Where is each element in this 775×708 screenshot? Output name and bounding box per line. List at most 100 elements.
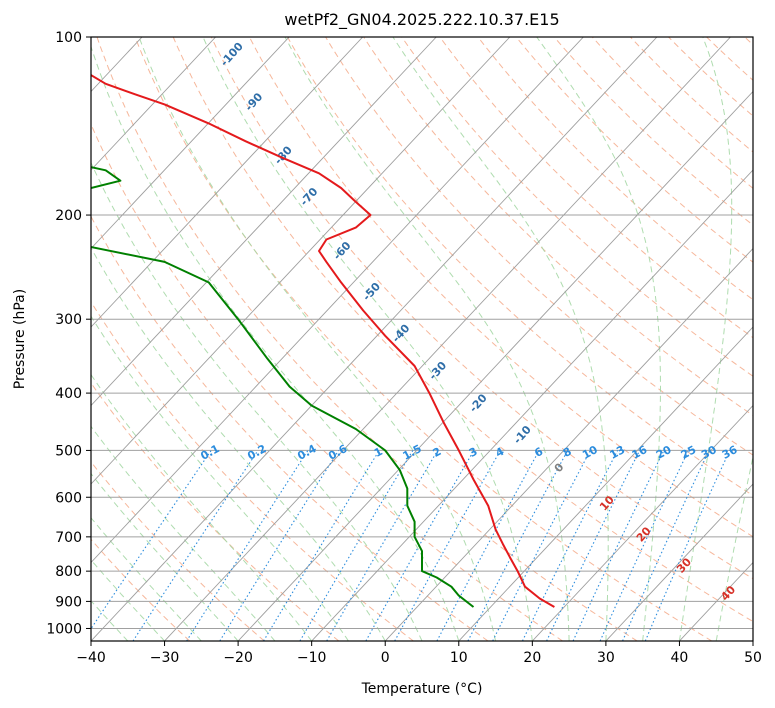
grid-layer [91, 37, 753, 641]
chart-title: wetPf2_GN04.2025.222.10.37.E15 [284, 10, 559, 30]
mixing-ratio-line [599, 450, 690, 641]
dry-adiabat [515, 37, 753, 263]
mixing-ratio-label: 8 [561, 445, 574, 460]
mixing-ratio-label: 0.6 [326, 442, 350, 463]
dry-adiabat-label: -30 [426, 359, 449, 383]
isotherm [679, 561, 753, 641]
axes: −40 −30 −20 −10 0 10 20 30 40 5010020030040050060… [46, 30, 762, 666]
moist-adiabat [284, 37, 570, 641]
mixing-ratio-line [186, 450, 309, 641]
x-tick-label: −30 [150, 650, 180, 666]
y-tick-label: 400 [55, 386, 82, 402]
dry-adiabat [477, 37, 753, 301]
isotherm [237, 90, 753, 641]
dry-adiabat-label: -20 [467, 391, 490, 415]
dry-adiabat [134, 37, 713, 641]
mixing-ratio-label: 1.5 [401, 442, 424, 463]
mixing-ratio-line [622, 450, 710, 641]
y-tick-label: 500 [55, 443, 82, 459]
mixing-ratio-line [91, 450, 212, 630]
dry-adiabat [96, 37, 638, 641]
moist-adiabat [392, 37, 609, 641]
dry-adiabat-label: -70 [298, 185, 321, 209]
y-tick-label: 100 [55, 30, 82, 46]
isotherm [605, 483, 753, 641]
mixing-ratio-label: 30 [699, 443, 719, 462]
moist-adiabat [91, 516, 202, 641]
dry-adiabat [287, 37, 753, 497]
dry-adiabat [210, 37, 753, 580]
mixing-ratio-line [521, 450, 619, 641]
y-axis-title: Pressure (hPa) [12, 289, 28, 389]
dry-adiabat-label: -10 [511, 423, 534, 447]
dry-adiabat-label: 0 [552, 460, 567, 475]
y-tick-label: 600 [55, 490, 82, 506]
mixing-ratio-label: 20 [654, 443, 674, 462]
x-tick-label: 0 [381, 650, 390, 666]
mixing-ratio-label: 1 [372, 445, 385, 460]
dry-adiabat [172, 37, 753, 623]
mixing-ratio-label: 13 [608, 443, 628, 462]
mixing-ratio-line [572, 450, 665, 641]
mixing-ratio-line [492, 450, 591, 641]
mixing-ratio-line [436, 450, 540, 641]
isotherm [91, 37, 511, 485]
isotherm [532, 404, 753, 641]
dry-adiabat [553, 37, 753, 226]
dry-adiabat-label: -60 [331, 239, 354, 263]
mixing-ratio-label: 10 [580, 443, 600, 462]
isotherm [458, 326, 753, 641]
mixing-ratio-line [263, 450, 380, 641]
dry-adiabat [668, 37, 753, 117]
dry-adiabat-label: -90 [242, 90, 265, 114]
mixing-ratio-line [365, 450, 475, 641]
dry-adiabat-label: 40 [718, 583, 738, 603]
moist-adiabat [202, 37, 533, 641]
y-tick-label: 900 [55, 594, 82, 610]
mixing-ratio-label: 0.2 [245, 442, 268, 463]
mixing-ratio-label: 0.1 [198, 442, 221, 463]
moist-adiabat [678, 37, 733, 641]
x-tick-label: 20 [523, 650, 541, 666]
y-tick-label: 800 [55, 564, 82, 580]
x-tick-label: −40 [76, 650, 106, 666]
dry-adiabat [401, 37, 753, 377]
mixing-ratio-line [219, 450, 340, 641]
mixing-ratio-line [644, 450, 731, 641]
x-tick-label: 30 [597, 650, 615, 666]
temperature-profile [91, 73, 555, 608]
x-tick-label: −20 [223, 650, 253, 666]
mixing-ratio-line [394, 450, 501, 641]
x-tick-label: 40 [671, 650, 689, 666]
isotherm [311, 169, 753, 641]
isotherm [91, 37, 216, 171]
isotherm [384, 247, 753, 641]
moist-adiabat [91, 45, 460, 641]
x-tick-label: 50 [744, 650, 762, 666]
y-tick-label: 700 [55, 530, 82, 546]
mixing-ratio-label: 4 [493, 445, 506, 460]
isotherm [91, 37, 437, 407]
moist-adiabat [536, 37, 661, 641]
isotherm [91, 37, 584, 564]
dry-adiabat [91, 123, 563, 641]
dry-adiabat [706, 37, 753, 81]
dry-adiabat-label: -100 [218, 40, 246, 69]
mixing-ratio-label: 0.4 [295, 442, 319, 463]
moist-adiabat [91, 246, 386, 641]
mixing-ratio-label: 36 [720, 443, 740, 462]
dewpoint-profile [91, 166, 475, 608]
isotherm [164, 37, 731, 641]
moist-adiabat [91, 425, 276, 641]
x-tick-label: −10 [297, 650, 327, 666]
isotherm [91, 37, 364, 328]
dry-adiabat [91, 538, 191, 641]
isotherm [752, 640, 753, 641]
dry-adiabat-label: 10 [597, 493, 617, 513]
isotherm [91, 37, 658, 641]
mixing-ratio-label: 16 [630, 443, 650, 462]
mixing-ratio-label: 6 [532, 445, 545, 460]
mixing-ratio-label: 2 [431, 445, 444, 460]
dry-adiabat-label: 20 [634, 524, 654, 544]
